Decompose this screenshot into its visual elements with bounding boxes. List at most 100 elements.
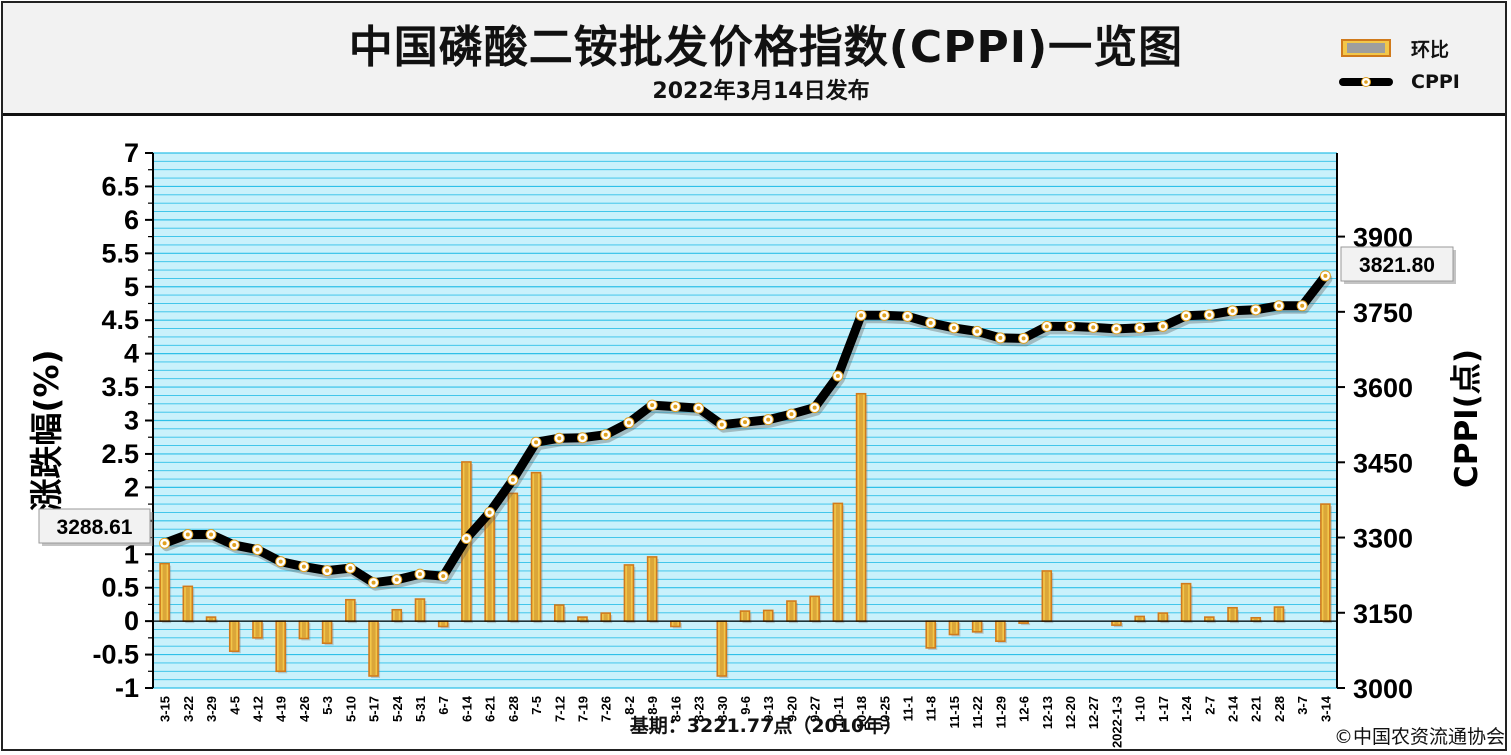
y-left-tick-label: 2 <box>124 472 139 502</box>
cppi-point-12-6 <box>1018 332 1030 344</box>
bar-11-29 <box>995 620 1007 644</box>
bar-core <box>835 504 840 621</box>
cppi-marker-dot <box>557 436 562 441</box>
cppi-point-2-28 <box>1273 300 1285 312</box>
cppi-marker-dot <box>1184 313 1189 318</box>
legend-item-line: CPPI <box>1339 67 1460 97</box>
x-tick-label: 4-26 <box>297 696 312 722</box>
cppi-marker-dot <box>975 329 980 334</box>
y-left-tick-label: -1 <box>115 673 139 703</box>
x-tick-label: 2-7 <box>1202 696 1217 715</box>
y-left-tick-label: 2.5 <box>101 439 139 469</box>
cppi-marker-dot <box>835 374 840 379</box>
bar-core <box>209 618 214 621</box>
bar-5-3 <box>321 620 334 646</box>
x-tick-label: 12-13 <box>1040 696 1055 729</box>
cppi-point-6-21 <box>484 506 496 518</box>
cppi-marker-dot <box>696 406 701 411</box>
x-tick-label: 9-6 <box>738 696 753 715</box>
x-tick-label: 11-8 <box>924 696 939 721</box>
x-tick-label: 11-15 <box>947 696 962 729</box>
x-tick-label: 11-29 <box>993 696 1008 729</box>
bar-8-30 <box>716 620 729 678</box>
cppi-marker-dot <box>464 536 469 541</box>
y-left-tick-label: 1 <box>124 539 139 569</box>
cppi-marker-dot <box>1230 308 1235 313</box>
y-left-tick-label: 0.5 <box>101 573 139 603</box>
bar-core <box>975 622 980 631</box>
cppi-point-2-21 <box>1250 304 1262 316</box>
x-tick-label: 2-14 <box>1226 695 1241 722</box>
cppi-marker-dot <box>371 580 376 585</box>
cppi-point-8-16 <box>669 401 681 413</box>
cppi-marker-dot <box>1160 324 1165 329</box>
bar-3-15 <box>159 562 172 624</box>
cppi-point-8-9 <box>646 399 658 411</box>
cppi-point-8-30 <box>716 419 728 431</box>
bar-12-13 <box>1041 570 1054 624</box>
x-tick-label: 10-25 <box>877 696 892 729</box>
y-right-tick-label: 3000 <box>1353 674 1413 704</box>
x-tick-label: 10-18 <box>854 696 869 729</box>
cppi-point-4-5 <box>228 539 240 551</box>
bar-core <box>534 473 539 621</box>
cppi-marker-dot <box>487 510 492 515</box>
x-tick-label: 5-24 <box>390 695 405 722</box>
cppi-marker-dot <box>812 405 817 410</box>
cppi-marker-dot <box>603 432 608 437</box>
x-tick-label: 3-29 <box>204 696 219 722</box>
cppi-marker-dot <box>905 314 910 319</box>
cppi-point-6-28 <box>507 474 519 486</box>
cppi-marker-dot <box>1137 325 1142 330</box>
x-tick-label: 8-16 <box>668 696 683 722</box>
bar-core <box>1230 608 1235 621</box>
x-tick-label: 8-23 <box>692 696 707 722</box>
cppi-point-6-14 <box>460 533 472 545</box>
bar-core <box>1276 608 1281 621</box>
bar-core <box>812 597 817 621</box>
y-right-tick-label: 3150 <box>1353 599 1413 629</box>
x-tick-label: 12-27 <box>1086 696 1101 729</box>
cppi-marker-dot <box>278 559 283 564</box>
bar-core <box>603 614 608 621</box>
base-period-note: 基期：3221.77点（2010年） <box>629 715 903 737</box>
bar-1-24 <box>1180 582 1193 624</box>
bar-core <box>1044 571 1049 621</box>
cppi-point-1-10 <box>1134 322 1146 334</box>
bar-core <box>325 622 330 643</box>
cppi-marker-dot <box>510 477 515 482</box>
bar-5-31 <box>414 598 427 624</box>
bar-5-17 <box>368 620 381 678</box>
x-tick-label: 5-17 <box>367 696 382 722</box>
cppi-marker-dot <box>325 568 330 573</box>
bar-4-12 <box>252 620 264 640</box>
bar-6-21 <box>484 514 497 624</box>
cppi-marker-dot <box>185 532 190 537</box>
x-tick-label: 6-7 <box>436 696 451 715</box>
y-left-axis-title: 涨跌幅(%) <box>27 349 66 511</box>
bar-core <box>743 612 747 621</box>
cppi-point-3-14 <box>1319 270 1331 282</box>
x-tick-label: 9-13 <box>761 696 776 722</box>
cppi-point-7-12 <box>553 432 565 444</box>
bar-shadow <box>1021 623 1031 626</box>
bar-core <box>673 622 678 626</box>
bar-core <box>789 602 794 621</box>
cppi-point-11-22 <box>971 325 983 337</box>
bar-3-14 <box>1320 503 1332 624</box>
bar-core <box>487 516 492 621</box>
cppi-marker-dot <box>789 412 794 417</box>
cppi-marker-dot <box>998 335 1003 340</box>
bar-7-12 <box>553 604 566 624</box>
bar-core <box>626 565 631 621</box>
bar-core <box>1253 618 1258 621</box>
cppi-point-11-29 <box>994 332 1006 344</box>
cppi-marker-dot <box>650 403 655 408</box>
legend-item-bar: 环比 <box>1339 33 1449 63</box>
bar-4-26 <box>298 620 311 641</box>
cppi-point-3-29 <box>205 529 217 541</box>
callout-last-value: 3821.80 <box>1340 246 1456 284</box>
bar-3-22 <box>182 585 195 624</box>
callout-box <box>1340 246 1454 282</box>
legend-line-swatch <box>1339 77 1393 87</box>
